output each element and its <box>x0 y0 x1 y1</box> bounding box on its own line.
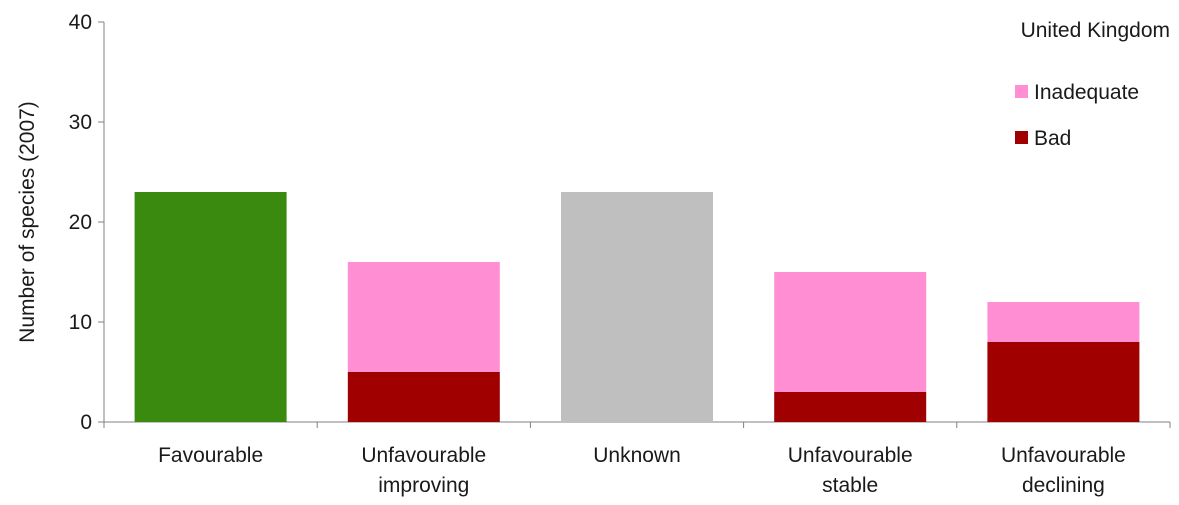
legend-swatch <box>1015 131 1028 144</box>
y-axis-label: Number of species (2007) <box>16 101 39 343</box>
bar-segment <box>561 192 713 422</box>
y-tick-label: 20 <box>69 211 92 234</box>
y-tick-label: 40 <box>69 11 92 34</box>
legend-swatch <box>1015 85 1028 98</box>
x-tick-label: improving <box>378 474 469 497</box>
x-tick-label: declining <box>1022 474 1105 497</box>
bar-segment <box>347 262 500 372</box>
legend-label: Inadequate <box>1034 81 1139 104</box>
legend-label: Bad <box>1034 127 1071 150</box>
x-tick-label: Favourable <box>158 444 263 467</box>
x-tick-label: Unknown <box>593 444 681 467</box>
x-tick-label: Unfavourable <box>361 444 486 467</box>
plot-area: 0 10 20 30 40 Favourable Unfavourable improving… <box>69 11 1171 497</box>
x-tick-label: Unfavourable <box>1001 444 1126 467</box>
x-tick-label: Unfavourable <box>788 444 913 467</box>
y-tick-label: 10 <box>69 311 92 334</box>
bar-segment <box>774 272 927 392</box>
x-tick-label: stable <box>822 474 878 497</box>
bar-segment <box>774 392 927 422</box>
y-tick-label: 30 <box>69 111 92 134</box>
bar-segment <box>987 302 1140 342</box>
bar-segment <box>987 342 1140 422</box>
bar-segment <box>134 192 287 422</box>
bar-segment <box>347 372 500 422</box>
chart-title: United Kingdom <box>1021 19 1170 42</box>
y-tick-label: 0 <box>80 411 92 434</box>
